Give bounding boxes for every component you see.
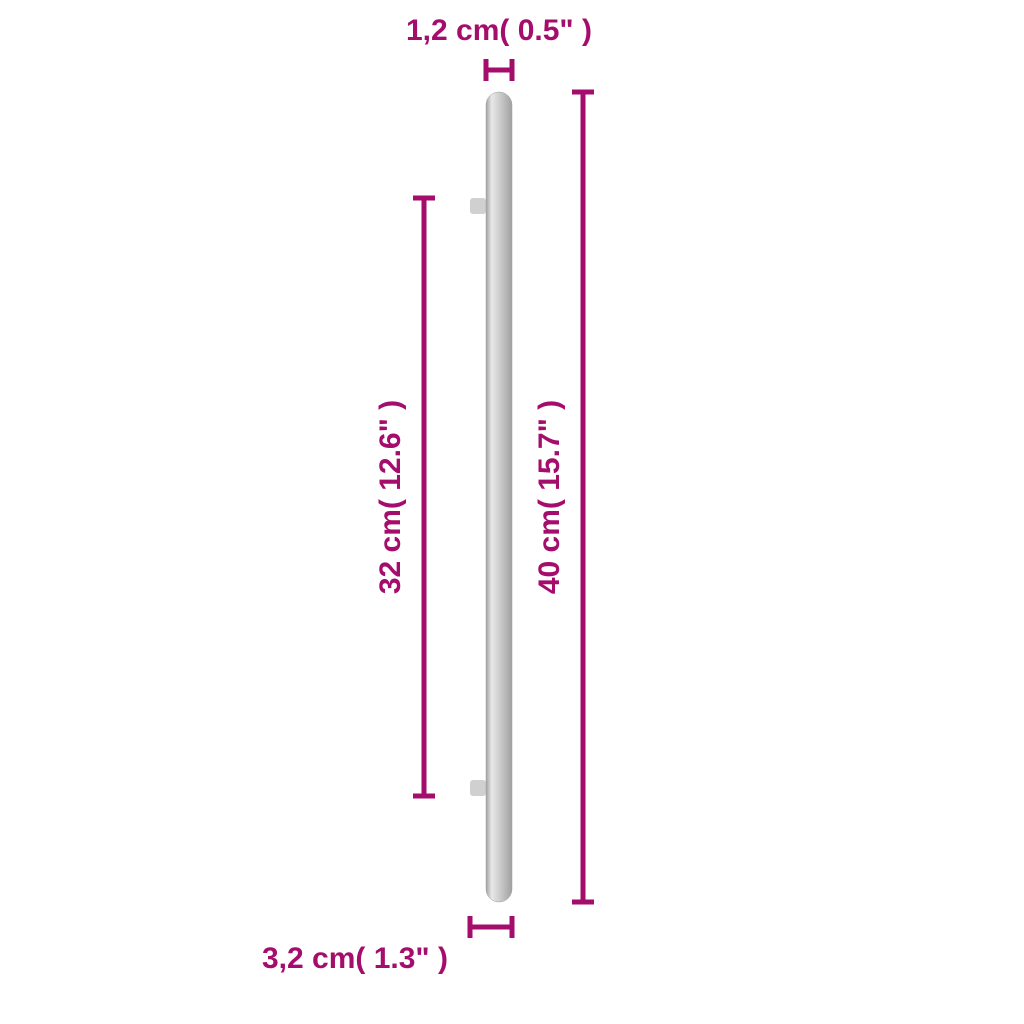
dimension-left-height xyxy=(413,198,435,796)
dimension-bottom-depth xyxy=(470,916,512,938)
label-bottom-depth: 3,2 cm( 1.3" ) xyxy=(262,942,448,975)
dimension-right-height xyxy=(572,92,594,902)
label-top-width: 1,2 cm( 0.5" ) xyxy=(406,14,592,47)
label-right-height: 40 cm( 15.7" ) xyxy=(533,400,566,594)
handle-bar xyxy=(486,92,512,902)
label-left-height: 32 cm( 12.6" ) xyxy=(374,400,407,594)
dimension-top-width xyxy=(486,59,512,81)
mounting-stub-top xyxy=(470,198,486,214)
mounting-stub-bottom xyxy=(470,780,486,796)
